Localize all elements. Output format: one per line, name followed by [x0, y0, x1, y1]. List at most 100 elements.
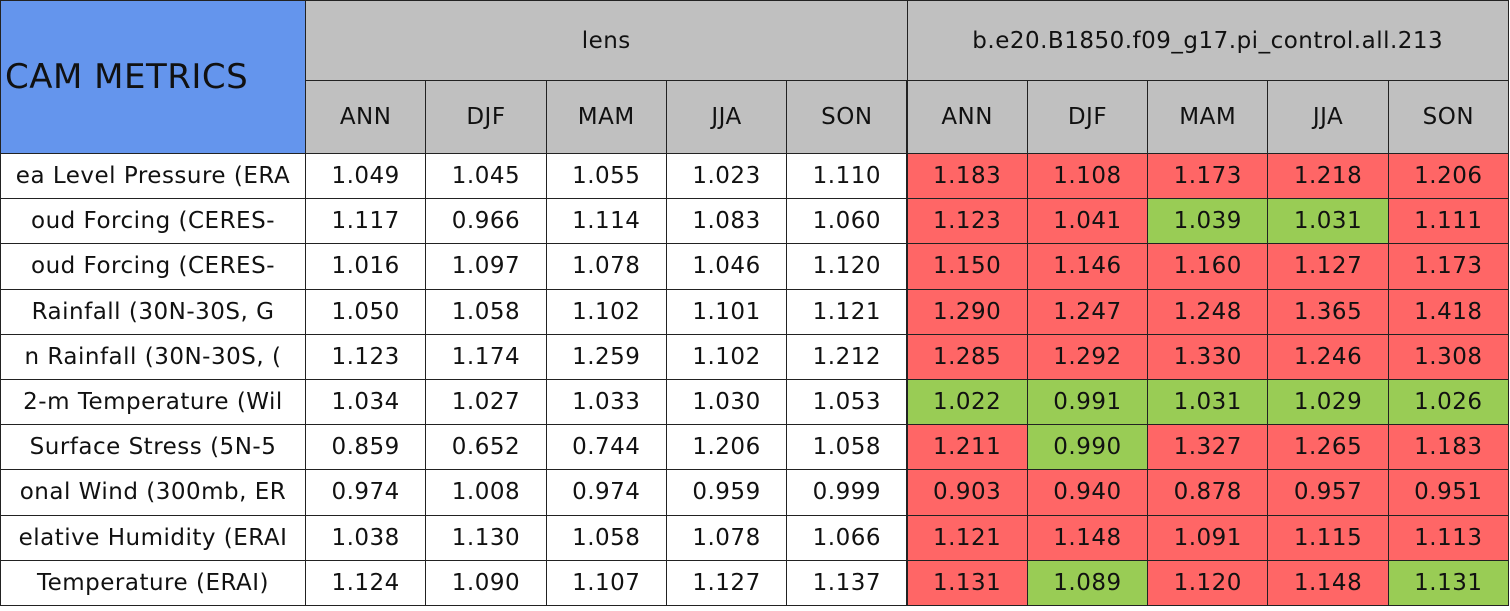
- row-label: Temperature (ERAI): [0, 559, 306, 606]
- value-cell: 1.078: [545, 243, 667, 290]
- value-cell: 1.111: [1387, 198, 1509, 245]
- value-cell: 1.045: [425, 153, 547, 200]
- value-cell: 0.744: [545, 424, 667, 471]
- value-cell: 0.974: [545, 469, 667, 516]
- value-cell: 1.114: [545, 198, 667, 245]
- value-cell: 1.039: [1147, 198, 1269, 245]
- row-label: 2-m Temperature (Wil: [0, 379, 306, 426]
- value-cell: 1.027: [425, 379, 547, 426]
- value-cell: 1.365: [1267, 288, 1389, 335]
- value-cell: 1.034: [305, 379, 427, 426]
- value-cell: 1.055: [545, 153, 667, 200]
- value-cell: 1.046: [665, 243, 788, 290]
- row-label: Rainfall (30N-30S, G: [0, 288, 306, 335]
- column-header: ANN: [906, 80, 1028, 154]
- column-header: DJF: [1026, 80, 1149, 154]
- row-label: n Rainfall (30N-30S, (: [0, 333, 306, 380]
- value-cell: 1.030: [665, 379, 788, 426]
- value-cell: 1.121: [906, 514, 1028, 561]
- value-cell: 1.137: [786, 559, 908, 606]
- row-label: ea Level Pressure (ERA: [0, 153, 306, 200]
- group-header: lens: [305, 0, 908, 81]
- value-cell: 1.102: [665, 333, 788, 380]
- value-cell: 0.959: [665, 469, 788, 516]
- value-cell: 1.091: [1147, 514, 1269, 561]
- value-cell: 1.124: [305, 559, 427, 606]
- group-header: b.e20.B1850.f09_g17.pi_control.all.213: [906, 0, 1509, 81]
- row-label: oud Forcing (CERES-: [0, 198, 306, 245]
- value-cell: 1.218: [1267, 153, 1389, 200]
- value-cell: 1.120: [786, 243, 908, 290]
- value-cell: 1.285: [906, 333, 1028, 380]
- value-cell: 0.974: [305, 469, 427, 516]
- value-cell: 1.041: [1026, 198, 1149, 245]
- value-cell: 1.102: [545, 288, 667, 335]
- column-header: ANN: [305, 80, 427, 154]
- value-cell: 0.652: [425, 424, 547, 471]
- value-cell: 1.146: [1026, 243, 1149, 290]
- value-cell: 1.123: [305, 333, 427, 380]
- value-cell: 0.878: [1147, 469, 1269, 516]
- value-cell: 0.859: [305, 424, 427, 471]
- value-cell: 1.259: [545, 333, 667, 380]
- value-cell: 1.115: [1267, 514, 1389, 561]
- value-cell: 1.110: [786, 153, 908, 200]
- value-cell: 0.966: [425, 198, 547, 245]
- value-cell: 0.991: [1026, 379, 1149, 426]
- value-cell: 1.174: [425, 333, 547, 380]
- value-cell: 1.066: [786, 514, 908, 561]
- value-cell: 1.038: [305, 514, 427, 561]
- value-cell: 0.999: [786, 469, 908, 516]
- value-cell: 1.022: [906, 379, 1028, 426]
- value-cell: 1.107: [545, 559, 667, 606]
- title-cell: CAM METRICS: [0, 0, 306, 154]
- value-cell: 1.031: [1267, 198, 1389, 245]
- value-cell: 1.173: [1147, 153, 1269, 200]
- value-cell: 1.183: [1387, 424, 1509, 471]
- value-cell: 1.053: [786, 379, 908, 426]
- column-header: DJF: [425, 80, 547, 154]
- value-cell: 1.060: [786, 198, 908, 245]
- value-cell: 1.130: [425, 514, 547, 561]
- value-cell: 1.330: [1147, 333, 1269, 380]
- value-cell: 1.248: [1147, 288, 1269, 335]
- value-cell: 0.990: [1026, 424, 1149, 471]
- row-label: Surface Stress (5N-5: [0, 424, 306, 471]
- column-header: MAM: [545, 80, 667, 154]
- value-cell: 1.148: [1267, 559, 1389, 606]
- value-cell: 1.113: [1387, 514, 1509, 561]
- value-cell: 1.090: [425, 559, 547, 606]
- value-cell: 0.903: [906, 469, 1028, 516]
- value-cell: 1.029: [1267, 379, 1389, 426]
- column-header: SON: [1387, 80, 1509, 154]
- value-cell: 1.265: [1267, 424, 1389, 471]
- value-cell: 0.951: [1387, 469, 1509, 516]
- value-cell: 1.211: [906, 424, 1028, 471]
- value-cell: 1.183: [906, 153, 1028, 200]
- value-cell: 1.292: [1026, 333, 1149, 380]
- value-cell: 0.940: [1026, 469, 1149, 516]
- value-cell: 1.148: [1026, 514, 1149, 561]
- value-cell: 1.089: [1026, 559, 1149, 606]
- value-cell: 1.150: [906, 243, 1028, 290]
- value-cell: 1.418: [1387, 288, 1509, 335]
- column-header: JJA: [665, 80, 788, 154]
- value-cell: 1.023: [665, 153, 788, 200]
- value-cell: 1.049: [305, 153, 427, 200]
- value-cell: 1.016: [305, 243, 427, 290]
- value-cell: 1.083: [665, 198, 788, 245]
- value-cell: 1.097: [425, 243, 547, 290]
- value-cell: 1.131: [1387, 559, 1509, 606]
- value-cell: 1.123: [906, 198, 1028, 245]
- value-cell: 1.206: [1387, 153, 1509, 200]
- row-label: elative Humidity (ERAI: [0, 514, 306, 561]
- value-cell: 1.247: [1026, 288, 1149, 335]
- value-cell: 1.121: [786, 288, 908, 335]
- value-cell: 0.957: [1267, 469, 1389, 516]
- value-cell: 1.058: [786, 424, 908, 471]
- value-cell: 1.290: [906, 288, 1028, 335]
- value-cell: 1.078: [665, 514, 788, 561]
- value-cell: 1.327: [1147, 424, 1269, 471]
- value-cell: 1.008: [425, 469, 547, 516]
- value-cell: 1.212: [786, 333, 908, 380]
